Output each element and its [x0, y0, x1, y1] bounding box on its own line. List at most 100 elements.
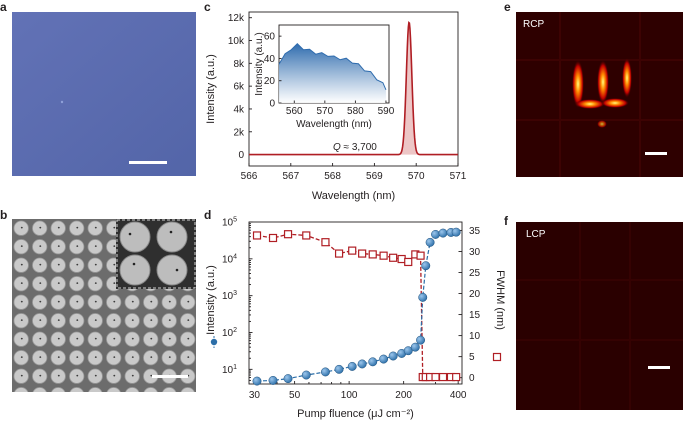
- intensity-point: [357, 359, 367, 369]
- fwhm-point: [397, 254, 406, 264]
- right-y-tick-label: 15: [469, 310, 481, 321]
- fwhm-point: [283, 230, 293, 239]
- x-tick-label: 571: [450, 171, 467, 182]
- fwhm-series-line: [256, 233, 457, 378]
- intensity-point: [418, 292, 428, 302]
- intensity-point: [416, 335, 426, 345]
- right-y-tick-label: 25: [469, 268, 481, 279]
- right-y-tick-label: 5: [469, 352, 475, 363]
- y-tick-label: 0: [238, 150, 244, 161]
- fwhm-legend-marker: [492, 352, 502, 362]
- x-tick-label: 568: [324, 171, 341, 182]
- panel-letter-d: d: [204, 208, 212, 222]
- y-tick-label: 2k: [233, 127, 245, 138]
- left-y-tick-label: 101: [222, 364, 237, 376]
- inset-x-tick-label: 570: [316, 106, 333, 117]
- intensity-point: [410, 342, 420, 352]
- inset-y-tick-label: 40: [264, 54, 276, 65]
- intensity-point: [421, 261, 431, 271]
- right-y-tick-label: 20: [469, 289, 481, 300]
- intensity-point: [252, 376, 262, 386]
- fwhm-point: [404, 257, 413, 267]
- intensity-series-line: [256, 231, 457, 382]
- intensity-point: [368, 357, 378, 367]
- lcp-label: LCP: [526, 229, 546, 240]
- panel-letter-b: b: [0, 208, 8, 222]
- fwhm-point: [358, 249, 367, 258]
- intensity-point: [388, 351, 398, 361]
- inset-x-tick-label: 560: [286, 106, 303, 117]
- x-axis-label: Pump fluence (μJ cm⁻²): [297, 408, 414, 420]
- x-tick-label: 200: [395, 390, 412, 401]
- y-tick-label: 10k: [228, 36, 245, 47]
- right-y-axis-label: FWHM (nm): [494, 270, 506, 330]
- intensity-legend-marker: [210, 338, 218, 346]
- intensity-point: [347, 361, 357, 371]
- left-y-tick-label: 102: [222, 327, 237, 339]
- inset-spectrum-line: [278, 43, 387, 91]
- intensity-point: [403, 346, 413, 356]
- inset-y-tick-label: 60: [264, 32, 276, 43]
- y-tick-label: 4k: [233, 104, 245, 115]
- x-tick-label: 569: [366, 171, 383, 182]
- fwhm-point: [452, 372, 461, 382]
- fwhm-point: [321, 238, 330, 247]
- spectrum-plot-frame: [248, 11, 459, 167]
- inset-x-tick-label: 590: [378, 106, 395, 117]
- fwhm-point: [302, 231, 311, 240]
- left-y-axis-label: Intensity (a.u.): [205, 265, 217, 335]
- intensity-point: [334, 364, 344, 374]
- intensity-point: [425, 237, 435, 247]
- fwhm-point: [389, 253, 398, 262]
- right-y-tick-label: 30: [469, 247, 481, 258]
- inset-x-tick-label: 580: [347, 106, 364, 117]
- x-tick-label: 566: [241, 171, 258, 182]
- y-axis-label: Intensity (a.u.): [205, 54, 217, 124]
- rcp-label: RCP: [523, 19, 545, 30]
- y-tick-label: 8k: [233, 59, 245, 70]
- right-y-tick-label: 35: [469, 226, 481, 237]
- spectrum-line: [249, 21, 458, 156]
- y-tick-label: 12k: [228, 13, 245, 24]
- x-tick-label: 400: [450, 390, 467, 401]
- left-y-tick-label: 103: [222, 290, 237, 302]
- intensity-point: [431, 229, 440, 239]
- inset-y-tick-label: 20: [264, 76, 276, 87]
- panel-letter-e: e: [504, 0, 511, 14]
- x-tick-label: 100: [341, 390, 358, 401]
- x-tick-label: 30: [249, 390, 261, 401]
- intensity-point: [268, 375, 278, 385]
- fwhm-point: [268, 233, 278, 243]
- left-y-tick-label: 105: [222, 217, 237, 229]
- q-value: ≈ 3,700: [341, 142, 378, 153]
- inset-y-axis-label: Intensity (a.u.): [254, 32, 265, 95]
- spectrum-peak-fill: [398, 22, 421, 155]
- intensity-point: [451, 227, 461, 237]
- intensity-point: [320, 367, 330, 377]
- x-axis-label: Wavelength (nm): [312, 190, 395, 202]
- fwhm-point: [416, 251, 425, 260]
- panel-letter-a: a: [0, 0, 7, 14]
- panel-letter-f: f: [504, 214, 508, 228]
- x-tick-label: 570: [408, 171, 425, 182]
- panel-letter-c: c: [204, 0, 211, 14]
- fwhm-point: [431, 372, 440, 382]
- intensity-point: [438, 228, 448, 238]
- intensity-point: [301, 370, 311, 380]
- inset-spectrum-area: [279, 43, 386, 103]
- fwhm-point: [252, 231, 262, 240]
- y-tick-label: 6k: [233, 82, 245, 93]
- intensity-point: [283, 374, 293, 384]
- q-symbol: Q: [333, 142, 341, 153]
- fwhm-point: [379, 251, 388, 260]
- inset-x-axis-label: Wavelength (nm): [296, 119, 372, 130]
- left-y-tick-label: 104: [222, 253, 237, 265]
- fwhm-point: [334, 249, 344, 258]
- inset-y-tick-label: 0: [269, 99, 275, 110]
- fwhm-point: [368, 250, 377, 259]
- q-factor-annotation: Q ≈ 3,700: [333, 142, 377, 153]
- right-y-tick-label: 0: [469, 373, 475, 384]
- fwhm-point: [438, 372, 448, 382]
